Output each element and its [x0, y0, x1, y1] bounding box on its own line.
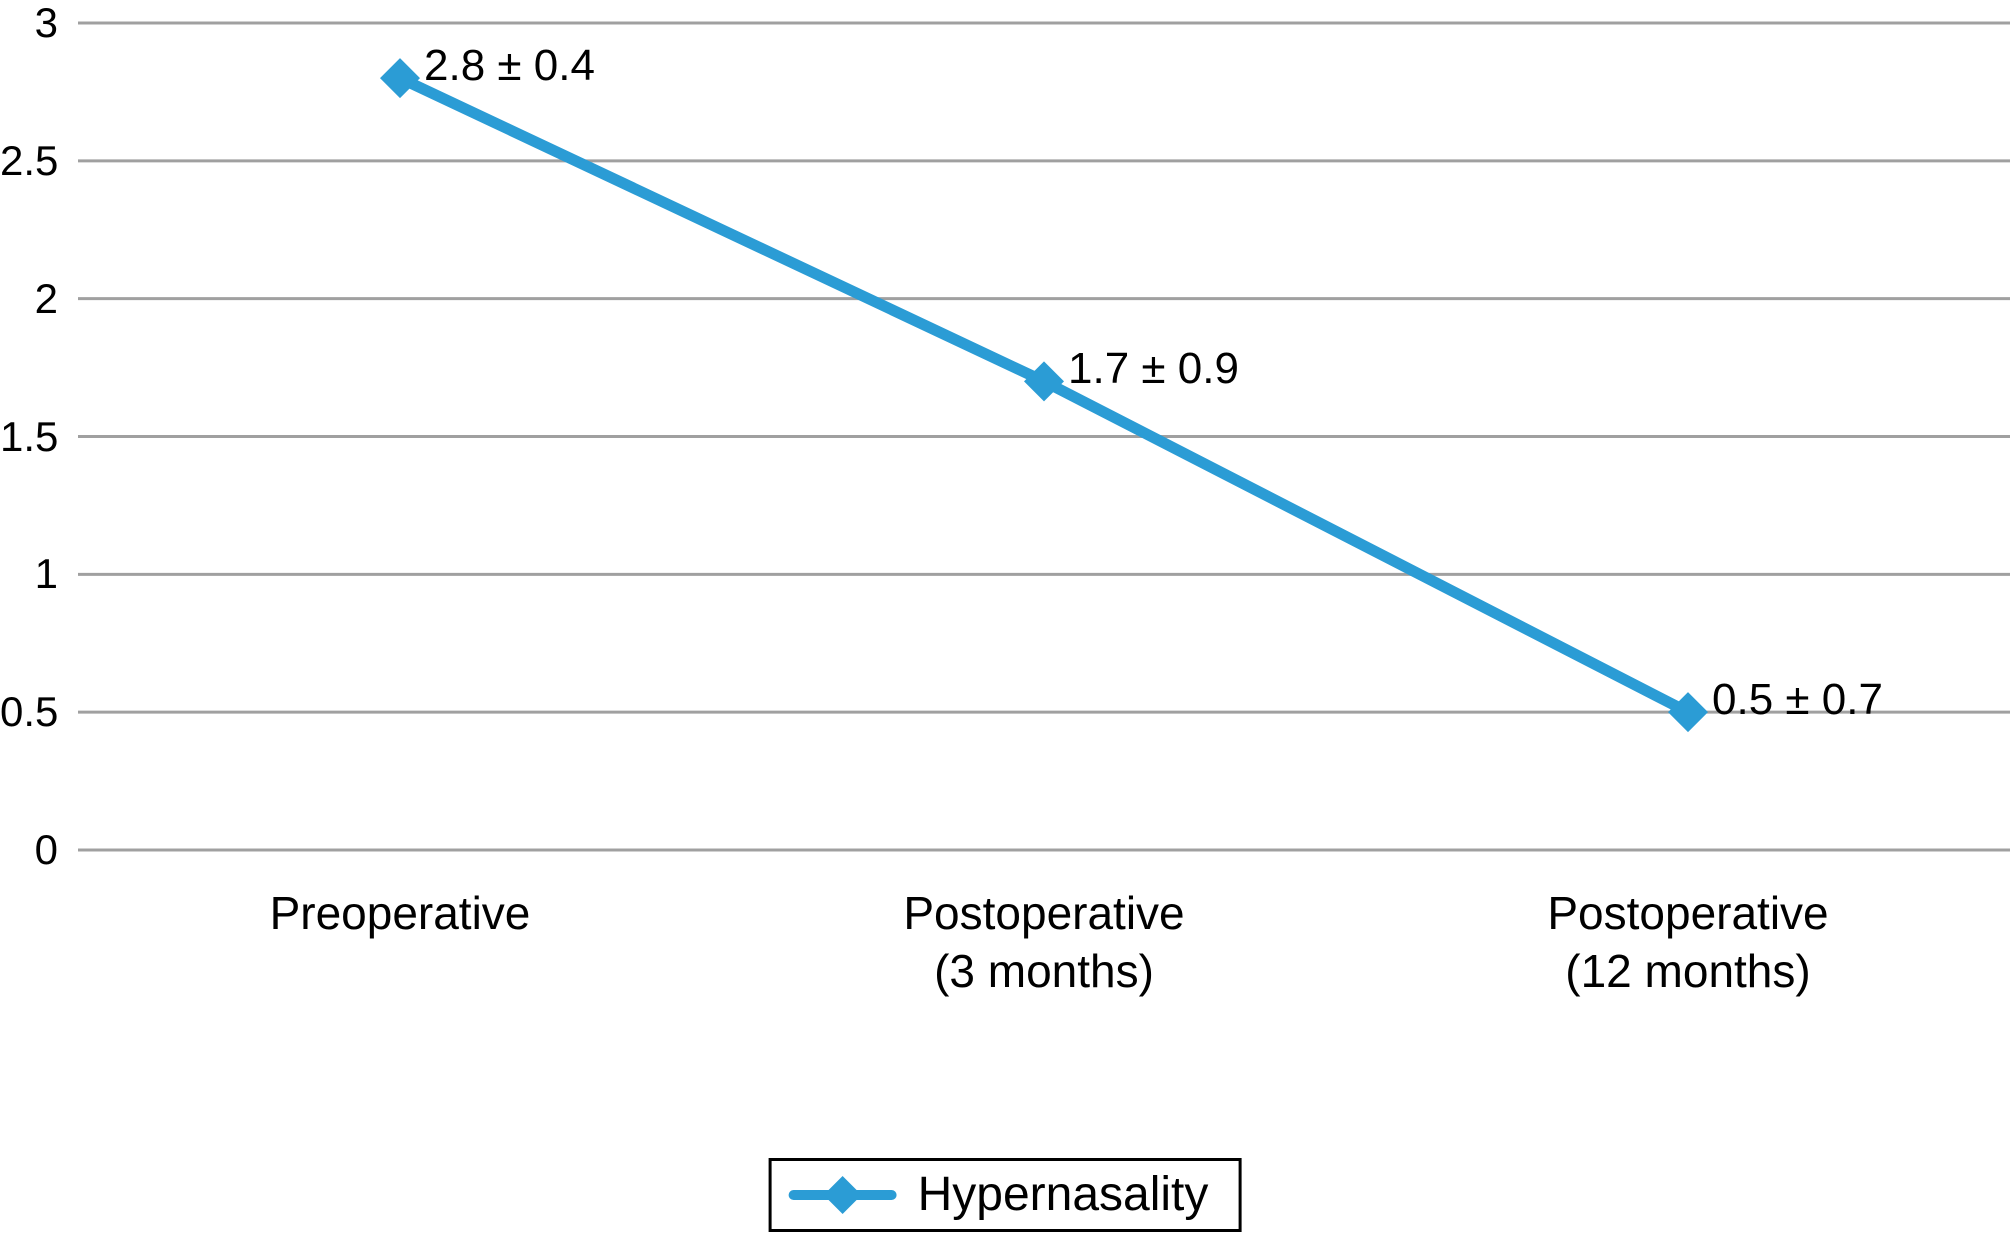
y-axis-tick-label: 2 — [34, 274, 58, 322]
y-axis-tick-label: 0.5 — [0, 688, 59, 736]
legend-series-marker-icon — [788, 1176, 897, 1214]
legend-label: Hypernasality — [917, 1168, 1209, 1221]
series-marker — [1668, 692, 1708, 733]
category-label: Postoperative (12 months) — [1547, 887, 1829, 997]
category-label: Postoperative (3 months) — [903, 887, 1185, 997]
series-marker — [1024, 361, 1064, 402]
legend: Hypernasality — [768, 1158, 1242, 1232]
point-value-label: 0.5 ± 0.7 — [1712, 675, 1883, 725]
point-value-label: 1.7 ± 0.9 — [1068, 344, 1239, 394]
y-axis-tick-label: 1 — [34, 550, 58, 598]
point-value-label: 2.8 ± 0.4 — [424, 41, 595, 91]
y-axis-tick-label: 1.5 — [0, 412, 59, 460]
series-marker — [380, 58, 420, 99]
category-label: Preoperative — [269, 887, 531, 939]
y-axis-tick-label: 2.5 — [0, 136, 59, 184]
y-axis-tick-label: 3 — [34, 0, 58, 46]
y-axis-tick-label: 0 — [34, 826, 58, 873]
